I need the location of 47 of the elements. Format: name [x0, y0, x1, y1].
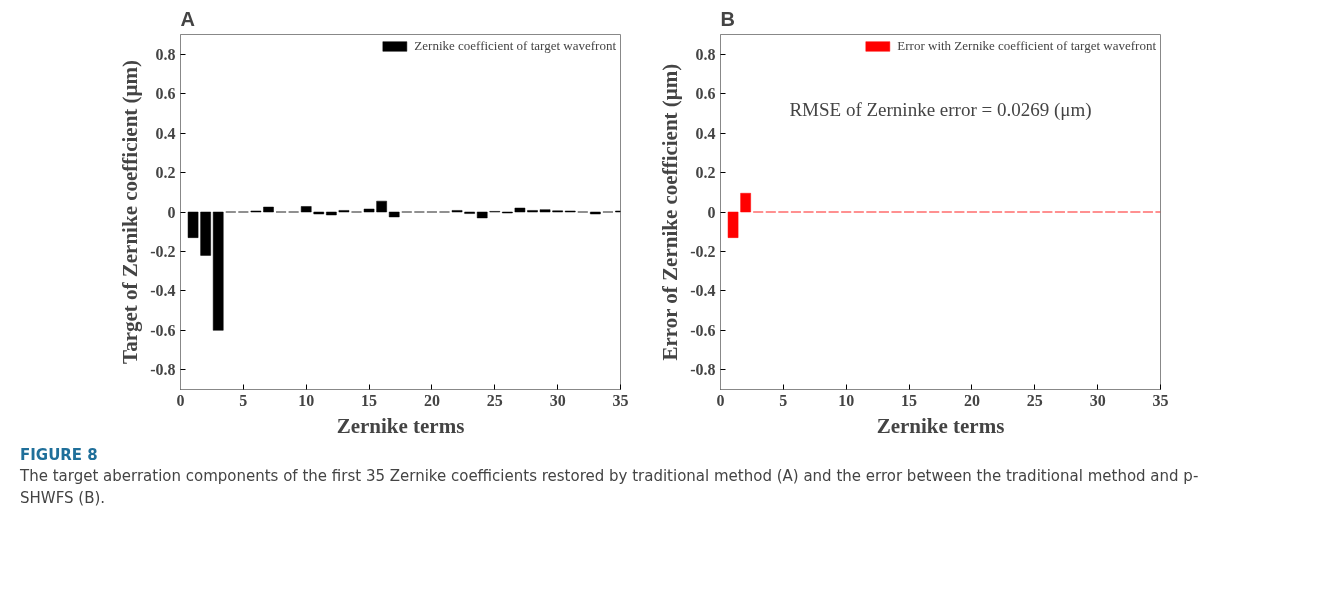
y-tick-label: -0.6 — [690, 321, 716, 339]
y-tick-label: 0.2 — [695, 164, 716, 182]
y-tick-label: -0.2 — [690, 242, 716, 260]
y-tick-label: 0 — [707, 203, 716, 221]
x-tick-label: 35 — [1152, 391, 1169, 409]
x-tick-label: 25 — [1026, 391, 1043, 409]
annotation: RMSE of Zerninke error = 0.0269 (μm) — [789, 98, 1092, 121]
y-tick-label: 0.4 — [695, 124, 716, 142]
x-tick-label: 30 — [1089, 391, 1106, 409]
y-tick-label: 0 — [167, 203, 176, 221]
y-tick-label: 0.8 — [155, 45, 176, 63]
x-tick-label: 15 — [361, 391, 378, 409]
x-tick-label: 5 — [779, 391, 788, 409]
y-tick-label: 0.6 — [695, 85, 716, 103]
x-axis-title: Zernike terms — [876, 413, 1005, 438]
bar — [388, 211, 400, 218]
y-tick-label: 0.6 — [155, 85, 176, 103]
x-tick-label: 35 — [612, 391, 629, 409]
chart-title: B — [720, 7, 735, 30]
x-tick-label: 20 — [963, 391, 980, 409]
chart-title: A — [180, 7, 195, 30]
x-tick-label: 10 — [298, 391, 315, 409]
x-axis-title: Zernike terms — [336, 413, 465, 438]
y-tick-label: -0.6 — [150, 321, 176, 339]
y-tick-label: -0.2 — [150, 242, 176, 260]
y-tick-label: -0.8 — [150, 361, 176, 379]
y-axis-title: Target of Zernike coefficient (μm) — [118, 60, 143, 364]
caption: FIGURE 8 — [20, 445, 99, 466]
x-tick-label: 5 — [239, 391, 248, 409]
legend-label: Zernike coefficient of target wavefront — [414, 38, 616, 54]
y-axis-title: Error of Zernike coefficient (μm) — [658, 63, 683, 361]
y-tick-label: -0.4 — [690, 282, 716, 300]
x-tick-label: 20 — [423, 391, 440, 409]
bar — [300, 206, 312, 213]
y-tick-label: 0.2 — [155, 164, 176, 182]
x-tick-label: 10 — [838, 391, 855, 409]
text: The target aberration components of the first 35 Zernike coefficients restored by traditional method (A) and the error between the traditional method and p-SHWFS (B). — [20, 466, 1200, 509]
y-tick-label: 0.8 — [695, 45, 716, 63]
y-tick-label: -0.8 — [690, 361, 716, 379]
x-tick-label: 25 — [486, 391, 503, 409]
legend-label: Error with Zernike coefficient of target wavefront — [897, 38, 1156, 54]
bar — [212, 211, 224, 331]
y-tick-label: 0.4 — [155, 124, 176, 142]
y-tick-label: -0.4 — [150, 282, 176, 300]
x-tick-label: 15 — [901, 391, 918, 409]
x-tick-label: 30 — [549, 391, 566, 409]
bar — [476, 211, 488, 219]
